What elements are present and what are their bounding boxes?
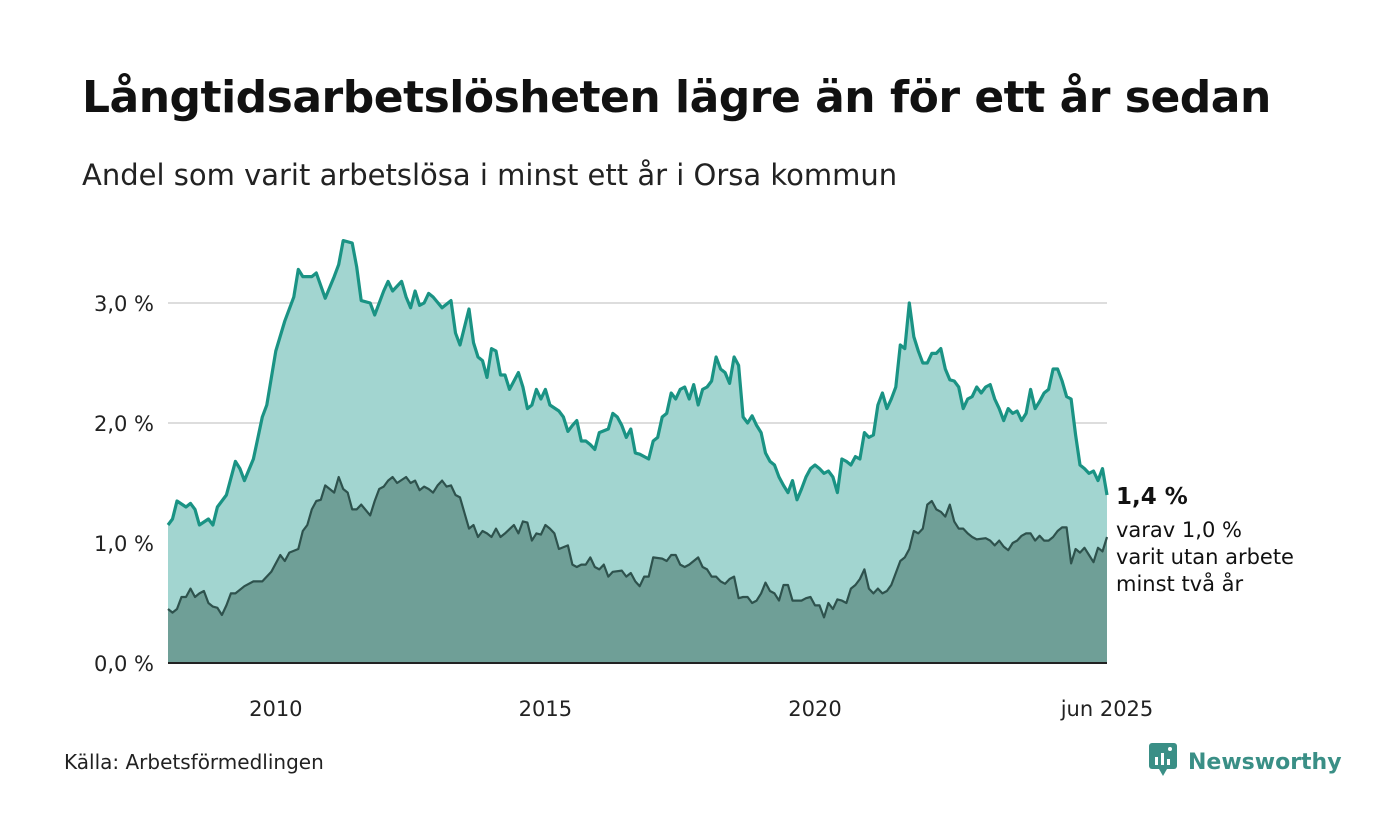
label-layer: 1,4 % varav 1,0 % varit utan arbete mins… [1116, 484, 1294, 596]
area-layer [166, 239, 1109, 663]
newsworthy-logo-icon [1148, 742, 1178, 782]
chart-title: Långtidsarbetslösheten lägre än för ett … [82, 72, 1271, 123]
end-label-value: 1,4 % [1116, 484, 1188, 510]
x-tick-label: jun 2025 [1060, 697, 1154, 721]
x-tick-label: 2015 [519, 697, 572, 721]
end-label-line-3: minst två år [1116, 571, 1244, 596]
series-2-area [168, 477, 1107, 663]
brand-name: Newsworthy [1188, 749, 1342, 775]
brand-logo[interactable]: Newsworthy [1148, 742, 1342, 782]
series-2-line [167, 475, 1109, 619]
y-tick-label: 2,0 % [94, 412, 154, 436]
chart-subtitle: Andel som varit arbetslösa i minst ett å… [82, 158, 898, 192]
y-tick-label: 1,0 % [94, 532, 154, 556]
x-tick-label: 2010 [249, 697, 302, 721]
y-tick-label: 3,0 % [94, 292, 154, 316]
end-label-line-2: varit utan arbete [1116, 545, 1294, 569]
y-tick-label: 0,0 % [94, 652, 154, 676]
end-label-line-1: varav 1,0 % [1116, 518, 1242, 542]
series-1-line [166, 239, 1109, 527]
x-tick-label: 2020 [788, 697, 841, 721]
axis-layer: 0,0 % 1,0 % 2,0 % 3,0 % 2010 2015 2020 jun 2025 [94, 292, 1153, 721]
source-note: Källa: Arbetsförmedlingen [64, 750, 324, 774]
